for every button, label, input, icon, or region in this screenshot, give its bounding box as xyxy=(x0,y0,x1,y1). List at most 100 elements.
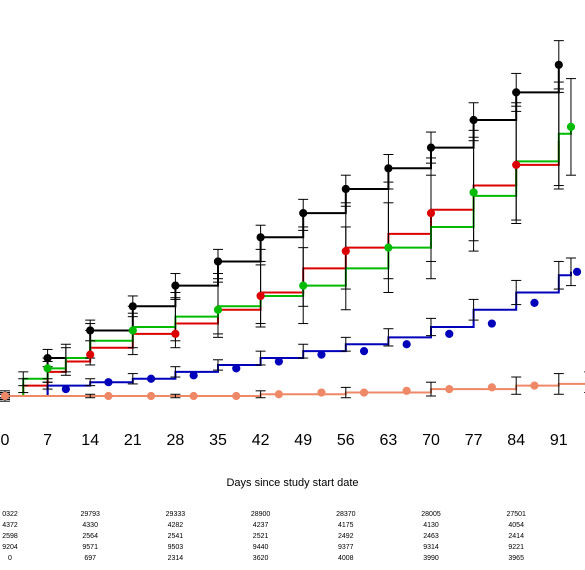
data-point-0 xyxy=(86,326,95,335)
data-point-3 xyxy=(487,319,496,328)
risk-table-cell: 3620 xyxy=(252,555,269,562)
risk-table-row: 2598 2564 2541 2521 2492 2463 2414 xyxy=(0,533,585,543)
risk-table-cell: 2564 xyxy=(82,533,98,540)
data-point-0 xyxy=(299,209,308,218)
risk-table-cell: 4054 xyxy=(508,522,524,529)
data-point-3 xyxy=(402,340,411,349)
data-point-1 xyxy=(341,247,350,256)
data-point-4 xyxy=(189,391,198,401)
risk-table-cell: 27501 xyxy=(506,511,526,518)
x-tick-label: 21 xyxy=(124,432,142,449)
data-point-3 xyxy=(445,329,454,338)
risk-table-row: 4372 4330 4282 4237 4175 4130 4054 xyxy=(0,522,585,532)
risk-table-cell: 9221 xyxy=(508,544,524,551)
data-point-4 xyxy=(487,383,496,392)
data-point-0 xyxy=(554,60,563,69)
data-point-0 xyxy=(256,233,265,242)
risk-table-cell: 9571 xyxy=(82,544,98,551)
x-tick-label: 63 xyxy=(380,432,398,449)
data-point-2 xyxy=(128,326,137,335)
risk-table-cell: 4175 xyxy=(338,522,354,529)
risk-table-cell: 2463 xyxy=(423,533,439,540)
x-tick-label: 42 xyxy=(252,432,270,449)
risk-table-cell: 28370 xyxy=(336,511,356,518)
data-point-0 xyxy=(43,353,52,363)
data-point-4 xyxy=(317,388,326,397)
data-point-4 xyxy=(146,391,156,401)
data-point-0 xyxy=(341,184,350,194)
data-point-3 xyxy=(104,378,113,387)
risk-table-cell: 9440 xyxy=(252,544,269,551)
chart-plot: 0 7 14 21 28 35 42 49 56 63 70 77 84 91 xyxy=(0,40,585,449)
data-point-0 xyxy=(426,143,436,152)
risk-table-cell: 29793 xyxy=(80,511,100,518)
data-point-4 xyxy=(445,385,454,394)
risk-table-cell: 9377 xyxy=(338,544,354,551)
x-tick-label: 56 xyxy=(337,432,355,449)
data-point-3 xyxy=(317,350,326,359)
x-tick-label: 28 xyxy=(167,432,185,449)
risk-table-cell: 4237 xyxy=(252,522,269,529)
risk-table-row: 0322 29793 29333 28900 28370 28005 27501 xyxy=(0,511,585,521)
data-point-0 xyxy=(171,281,180,290)
risk-table-cell: 2314 xyxy=(167,555,184,562)
risk-table-cell: 3990 xyxy=(423,555,439,562)
risk-table-cell: 2414 xyxy=(508,533,524,540)
x-tick-label: 77 xyxy=(465,432,483,449)
risk-table-cell: 29333 xyxy=(165,511,186,518)
data-point-4 xyxy=(359,388,369,397)
risk-table-cell: 0322 xyxy=(2,511,18,518)
data-point-0 xyxy=(213,257,223,266)
x-axis-title: Days since study start date xyxy=(226,477,359,489)
data-point-3 xyxy=(530,298,539,307)
data-point-2 xyxy=(43,364,52,373)
risk-table-row: 9204 9571 9503 9440 9377 9314 9221 xyxy=(0,544,585,554)
x-tick-label: 14 xyxy=(81,432,99,449)
risk-table-cell: 28900 xyxy=(250,511,271,518)
data-point-0 xyxy=(512,88,521,97)
risk-table-cell: 4282 xyxy=(167,522,184,529)
data-point-4 xyxy=(530,381,539,390)
data-point-3 xyxy=(146,374,156,383)
risk-table-cell: 2598 xyxy=(2,533,18,540)
data-point-3 xyxy=(572,267,582,276)
data-point-2 xyxy=(384,243,393,252)
x-tick-label: 84 xyxy=(507,432,525,449)
risk-table: 0322 29793 29333 28900 28370 28005 27501 4372 43… xyxy=(0,511,585,570)
x-tick-label: 7 xyxy=(43,432,52,449)
data-point-0 xyxy=(384,164,393,173)
risk-table-cell: 9314 xyxy=(423,544,439,551)
x-tick-label: 35 xyxy=(209,432,227,449)
data-point-1 xyxy=(426,209,436,218)
data-point-3 xyxy=(274,357,283,366)
data-point-3 xyxy=(61,385,70,394)
x-tick-label: 0 xyxy=(1,432,10,449)
risk-table-cell: 2541 xyxy=(167,533,184,540)
risk-table-cell: 3965 xyxy=(508,555,524,562)
data-point-3 xyxy=(232,364,241,373)
data-point-3 xyxy=(359,347,369,356)
data-point-3 xyxy=(189,371,198,380)
data-point-1 xyxy=(86,350,95,359)
risk-table-cell: 4372 xyxy=(2,522,18,529)
series-line-0 xyxy=(5,64,560,397)
data-point-2 xyxy=(213,305,223,314)
risk-table-row: 0 697 2314 3620 4008 3990 3965 xyxy=(0,555,585,565)
risk-table-cell: 9204 xyxy=(2,544,18,551)
risk-table-cell: 2492 xyxy=(338,533,354,540)
risk-table-cell: 4130 xyxy=(423,522,439,529)
data-point-1 xyxy=(512,160,521,169)
data-point-2 xyxy=(299,281,308,290)
data-point-2 xyxy=(566,122,576,132)
data-point-0 xyxy=(469,115,478,125)
data-point-4 xyxy=(104,391,113,401)
data-point-4 xyxy=(0,391,10,401)
x-tick-label: 49 xyxy=(294,432,312,449)
risk-table-cell: 28005 xyxy=(421,511,441,518)
data-point-1 xyxy=(256,291,265,301)
x-tick-label: 91 xyxy=(550,432,568,449)
data-point-2 xyxy=(469,188,478,197)
data-point-1 xyxy=(171,329,180,338)
data-point-4 xyxy=(274,390,283,399)
risk-table-cell: 4330 xyxy=(82,522,98,529)
